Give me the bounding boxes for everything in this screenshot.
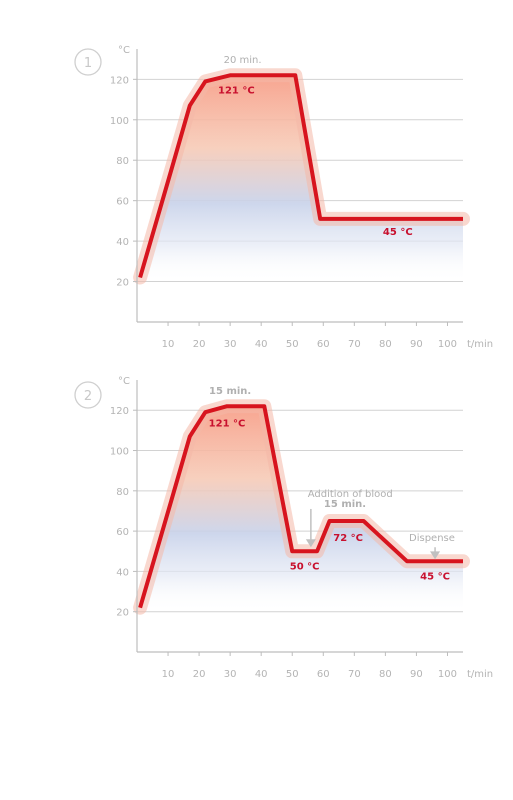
x-tick-label: 20 [193, 669, 206, 680]
y-tick-label: 60 [116, 197, 129, 208]
annotation-arrow-head [430, 551, 441, 560]
series-area [140, 406, 463, 612]
y-tick-label: 80 [116, 487, 129, 498]
y-unit-label: °C [118, 376, 130, 387]
x-tick-label: 60 [317, 339, 330, 350]
x-tick-label: 80 [379, 669, 392, 680]
annotation-addition-label: Addition of blood [308, 489, 393, 500]
x-unit-label: t/min [467, 339, 493, 350]
y-tick-label: 100 [110, 116, 129, 127]
x-tick-label: 40 [255, 339, 268, 350]
y-tick-label: 100 [110, 447, 129, 458]
annotation-sterilize-temp: 121 °C [209, 418, 246, 429]
x-tick-label: 60 [317, 669, 330, 680]
annotation-arrow-head [305, 539, 316, 548]
annotation-hold-temp: 45 °C [383, 227, 413, 238]
annotation-mix-temp: 72 °C [333, 533, 363, 544]
x-tick-label: 50 [286, 339, 299, 350]
series-line [138, 73, 463, 279]
x-tick-label: 90 [410, 669, 423, 680]
step-number-badge [74, 381, 102, 409]
y-tick-label: 40 [116, 237, 129, 248]
annotation-final-temp: 45 °C [420, 571, 450, 582]
series-line [138, 404, 463, 609]
x-tick-label: 70 [348, 669, 361, 680]
y-tick-label: 20 [116, 278, 129, 289]
step-number: 1 [84, 56, 92, 71]
y-tick-label: 20 [116, 608, 129, 619]
x-tick-label: 100 [438, 669, 457, 680]
step-number-badge [74, 48, 102, 76]
x-tick-label: 10 [162, 339, 175, 350]
annotation-cool-temp: 50 °C [290, 561, 320, 572]
step-number: 2 [84, 389, 92, 404]
annotation-hold-time-1: 15 min. [209, 386, 251, 397]
x-tick-label: 30 [224, 339, 237, 350]
x-tick-label: 100 [438, 339, 457, 350]
annotation-dispense-label: Dispense [409, 533, 455, 544]
y-tick-label: 80 [116, 156, 129, 167]
x-tick-label: 10 [162, 669, 175, 680]
y-tick-label: 120 [110, 75, 129, 86]
annotation-hold-time: 20 min. [224, 55, 262, 66]
y-tick-label: 40 [116, 567, 129, 578]
y-tick-label: 120 [110, 406, 129, 417]
x-unit-label: t/min [467, 669, 493, 680]
x-tick-label: 30 [224, 669, 237, 680]
y-unit-label: °C [118, 45, 130, 56]
series-area [140, 75, 463, 282]
x-tick-label: 80 [379, 339, 392, 350]
annotation-sterilize-temp: 121 °C [218, 85, 255, 96]
annotation-hold-time-2: 15 min. [324, 499, 366, 510]
x-tick-label: 20 [193, 339, 206, 350]
x-tick-label: 70 [348, 339, 361, 350]
x-tick-label: 50 [286, 669, 299, 680]
chart-panel-2: 2 20 40 60 80 100 120 10 20 30 40 50 60 70 80 90 100 °C t/… [74, 376, 493, 680]
y-tick-label: 60 [116, 527, 129, 538]
x-tick-label: 40 [255, 669, 268, 680]
x-tick-label: 90 [410, 339, 423, 350]
